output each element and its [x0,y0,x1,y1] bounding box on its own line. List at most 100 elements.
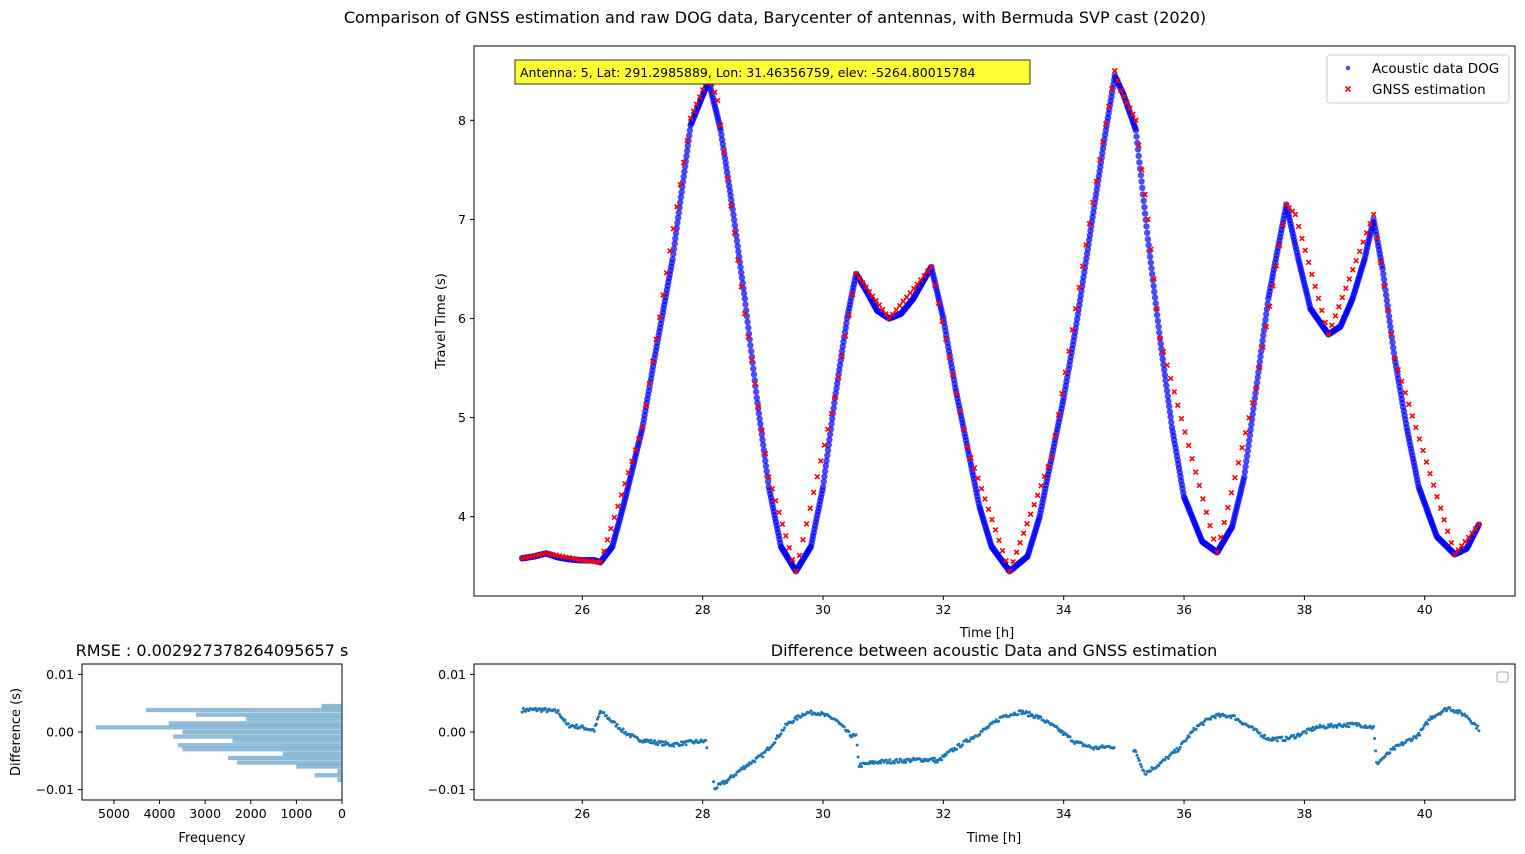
gnss-point [1299,235,1305,242]
gnss-point [907,289,914,296]
acoustic-point [757,420,764,428]
difference-point [741,767,744,771]
difference-point [907,757,911,761]
difference-point [1325,726,1329,730]
acoustic-point [738,274,746,281]
difference-point [1018,709,1022,713]
difference-point [957,742,961,746]
difference-point [842,725,846,729]
acoustic-point [1134,146,1142,153]
acoustic-point [1141,210,1149,217]
acoustic-point [686,127,694,134]
difference-point [809,709,813,713]
difference-point [656,743,660,747]
difference-xtick-label: 26 [574,806,590,821]
main-ytick-label: 6 [458,311,466,326]
gnss-point [759,427,765,434]
main-legend-frame [1326,54,1510,104]
gnss-point [1013,549,1020,556]
difference-point [1058,728,1062,732]
gnss-point [939,318,945,324]
gnss-point [796,552,803,559]
gnss-point [1121,93,1127,100]
acoustic-point [1251,395,1259,402]
gnss-point [663,270,670,276]
gnss-point [810,489,817,496]
acoustic-point [1138,178,1145,185]
acoustic-point [1073,320,1080,327]
gnss-point [989,516,995,523]
gnss-point [738,283,745,290]
gnss-point [779,521,786,528]
difference-point [892,761,896,765]
acoustic-point [1073,315,1081,323]
difference-point [620,730,624,734]
gnss-point [921,272,928,279]
gnss-point [1027,511,1034,518]
gnss-point [1256,364,1263,371]
acoustic-point [1156,329,1163,336]
difference-point [1028,710,1031,714]
difference-point [968,739,972,743]
difference-point [860,765,863,769]
gnss-point [1276,242,1283,249]
acoustic-point [721,155,729,162]
acoustic-point [670,245,678,252]
acoustic-point [830,405,837,412]
gnss-point [814,473,821,480]
gnss-point [1423,459,1430,465]
gnss-point [1160,348,1167,355]
gnss-point [935,300,942,306]
gnss-point [731,230,738,236]
difference-point [1441,709,1445,713]
difference-point [1209,717,1212,721]
difference-point [1341,725,1345,729]
gnss-point [1309,271,1315,278]
gnss-point [957,408,964,415]
difference-point [1026,714,1030,718]
gnss-point [618,492,625,498]
acoustic-point [750,371,758,378]
acoustic-point [1150,282,1157,290]
acoustic-point [681,163,689,170]
difference-point [1388,751,1392,755]
acoustic-point [829,410,837,417]
acoustic-point [1165,398,1172,405]
gnss-point [643,402,649,409]
acoustic-point [747,342,754,349]
gnss-point [839,353,845,360]
main-xtick-label: 28 [695,602,711,617]
difference-point [1171,751,1175,755]
gnss-point [670,225,677,232]
acoustic-point [1137,171,1145,179]
difference-point [1455,709,1459,713]
difference-point [1443,707,1447,710]
difference-point [750,761,753,765]
histogram-xtick-label: 0 [338,806,346,821]
acoustic-point [1256,358,1264,365]
difference-point [1016,713,1020,717]
gnss-point [975,475,981,482]
difference-point [613,720,617,724]
gnss-point [1363,230,1370,236]
gnss-point [1312,283,1319,290]
difference-point [761,755,765,759]
histogram-bar [182,747,342,752]
acoustic-point [1390,344,1397,351]
main-xtick-label: 34 [1056,602,1072,617]
gnss-point [1437,505,1444,512]
acoustic-point [735,248,742,255]
difference-ytick-label: 0.00 [438,725,466,740]
gnss-point [1145,216,1151,223]
gnss-point [1469,530,1475,536]
gnss-point [853,271,859,277]
acoustic-point [1254,374,1261,381]
acoustic-point [838,348,846,355]
difference-point [705,746,709,750]
gnss-point [832,394,838,401]
acoustic-point [743,307,750,314]
gnss-point [1325,331,1332,338]
difference-point [997,719,1001,723]
acoustic-point [680,173,687,180]
